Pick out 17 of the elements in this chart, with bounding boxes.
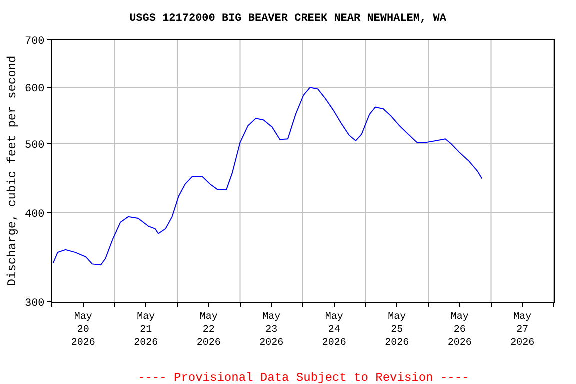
x-tick-label: May 24 2026 bbox=[322, 312, 346, 349]
x-tick-label: May 25 2026 bbox=[385, 312, 410, 349]
x-tick-label: May 26 2026 bbox=[448, 312, 472, 349]
y-tick-label: 500 bbox=[24, 140, 45, 152]
chart-title: USGS 12172000 BIG BEAVER CREEK NEAR NEWHALEM, WA bbox=[130, 13, 447, 26]
x-tick-label: May 22 2026 bbox=[196, 312, 221, 349]
y-tick-label: 700 bbox=[24, 36, 45, 48]
x-tick-label: May 27 2026 bbox=[510, 312, 535, 349]
line-series bbox=[52, 87, 483, 266]
x-tick-label: May 23 2026 bbox=[260, 312, 284, 349]
y-axis-title: Discharge, cubic feet per second bbox=[5, 56, 20, 286]
x-tick-label: May 21 2026 bbox=[134, 312, 158, 349]
text: ---- Provisional Data Subject to Revision ---- bbox=[138, 371, 470, 384]
y-tick-label: 400 bbox=[24, 208, 45, 221]
x-tick-label: May 20 2026 bbox=[71, 312, 96, 349]
y-tick-label: 600 bbox=[24, 84, 45, 96]
y-tick-label: 300 bbox=[24, 298, 45, 310]
